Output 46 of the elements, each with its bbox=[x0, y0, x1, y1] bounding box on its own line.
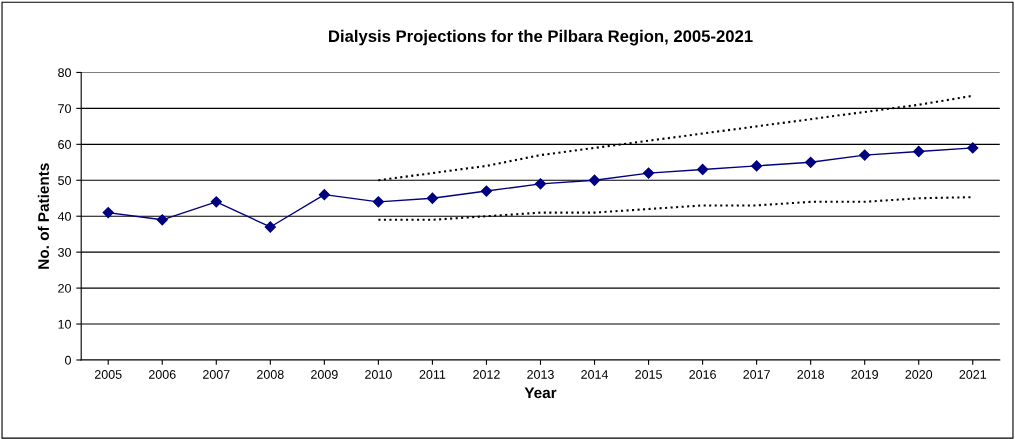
point bbox=[102, 207, 114, 219]
y-tick-label: 70 bbox=[58, 104, 71, 114]
point bbox=[967, 142, 979, 154]
x-tick-label: 2011 bbox=[419, 370, 446, 379]
x-tick-label: 2013 bbox=[527, 370, 554, 379]
x-tick-label: 2007 bbox=[203, 370, 230, 379]
y-tick-label: 10 bbox=[58, 319, 71, 329]
x-tick-label: 2016 bbox=[689, 370, 716, 379]
point bbox=[859, 149, 871, 161]
x-tick-label: 2020 bbox=[905, 370, 933, 379]
y-tick-label: 30 bbox=[58, 247, 71, 257]
point bbox=[751, 160, 763, 172]
point bbox=[210, 196, 222, 208]
y-axis-title: No. of Patients bbox=[37, 163, 49, 269]
point bbox=[372, 196, 384, 208]
x-tick-label: 2021 bbox=[959, 370, 987, 379]
x-tick-label: 2005 bbox=[94, 370, 122, 379]
point bbox=[696, 163, 709, 176]
y-tick-label: 80 bbox=[58, 68, 71, 78]
y-tick-label: 50 bbox=[58, 176, 71, 185]
x-tick-label: 2009 bbox=[311, 370, 338, 379]
x-tick-label: 2017 bbox=[743, 370, 770, 379]
x-tick-label: 2008 bbox=[257, 370, 284, 379]
x-tick-label: 2014 bbox=[581, 370, 609, 379]
x-tick-label: 2015 bbox=[635, 370, 662, 379]
point bbox=[264, 221, 276, 233]
point bbox=[588, 174, 601, 186]
point bbox=[534, 178, 547, 190]
x-axis-title: Year bbox=[524, 387, 557, 399]
y-tick-label: 60 bbox=[58, 140, 71, 149]
point bbox=[156, 214, 168, 226]
x-tick-label: 2010 bbox=[365, 370, 392, 379]
x-tick-label: 2018 bbox=[797, 370, 825, 379]
x-tick-label: 2012 bbox=[473, 370, 500, 379]
point bbox=[805, 156, 817, 168]
chart-title: Dialysis Projections for the Pilbara Region, 2005-2021 bbox=[329, 29, 753, 46]
point bbox=[318, 189, 330, 201]
y-tick-label: 20 bbox=[58, 283, 71, 293]
y-tick-label: 0 bbox=[65, 355, 71, 365]
point bbox=[480, 185, 493, 197]
point bbox=[642, 167, 655, 179]
x-tick-label: 2019 bbox=[851, 370, 878, 379]
y-tick-label: 40 bbox=[57, 212, 71, 221]
point bbox=[913, 145, 925, 158]
x-tick-label: 2006 bbox=[148, 370, 176, 379]
point bbox=[426, 192, 439, 204]
